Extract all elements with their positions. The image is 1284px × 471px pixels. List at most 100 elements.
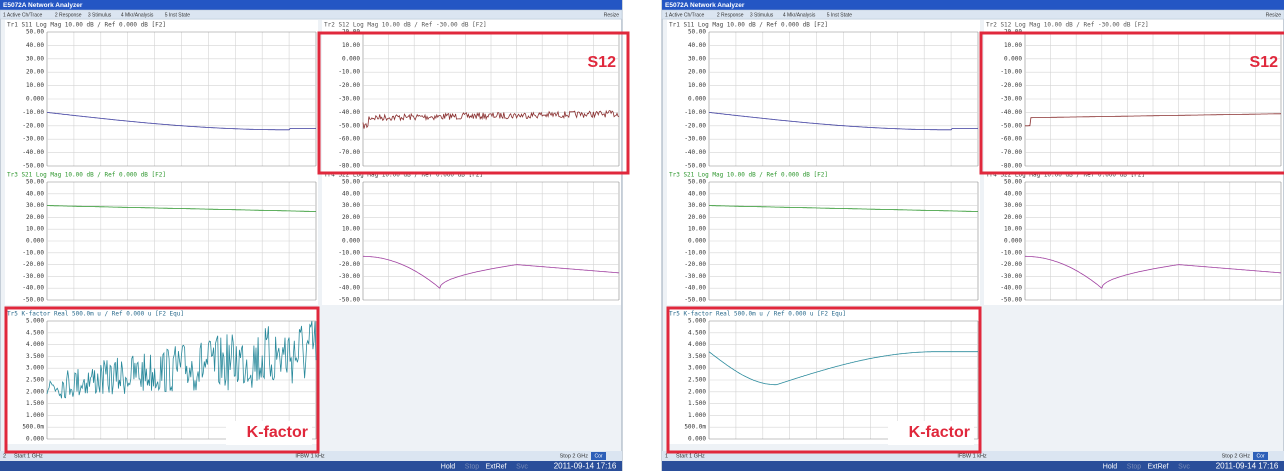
correction-badge: Cor: [594, 453, 602, 459]
trace-header: Tr5 K-factor Real 500.0m u / Ref 0.000 u…: [669, 311, 846, 318]
trace-header: Tr1 S11 Log Mag 10.00 dB / Ref 0.000 dB …: [7, 22, 166, 29]
window-title: E5072A Network Analyzer: [665, 2, 745, 9]
y-tick-label: -40.00: [1000, 109, 1022, 116]
y-tick-label: -50.00: [1000, 297, 1022, 304]
y-tick-label: 0.000: [26, 436, 44, 443]
y-tick-label: 0.000: [688, 238, 706, 245]
y-tick-label: 10.00: [342, 226, 360, 233]
menu-item[interactable]: 3 Stimulus: [750, 12, 774, 18]
y-tick-label: 40.00: [688, 190, 706, 197]
trace-header: Tr2 S12 Log Mag 10.00 dB / Ref -30.00 dB…: [986, 22, 1149, 29]
y-tick-label: 5.000: [688, 318, 706, 325]
y-tick-label: 2.500: [688, 377, 706, 384]
y-tick-label: -50.00: [1000, 122, 1022, 129]
stop-frequency: Stop 2 GHz: [560, 453, 589, 459]
y-tick-label: -20.00: [338, 261, 360, 268]
y-tick-label: 30.00: [26, 202, 44, 209]
y-tick-label: -80.00: [1000, 163, 1022, 170]
resize-button[interactable]: Resize: [604, 12, 620, 18]
y-tick-label: -40.00: [22, 149, 44, 156]
y-tick-label: -40.00: [338, 285, 360, 292]
stop-frequency: Stop 2 GHz: [1222, 453, 1251, 459]
y-tick-label: 0.000: [26, 238, 44, 245]
menu-item[interactable]: 5 Inst State: [165, 12, 191, 18]
y-tick-label: 50.00: [342, 179, 360, 186]
y-tick-label: -50.00: [684, 163, 706, 170]
footer-item: Svc: [1178, 463, 1190, 470]
y-tick-label: -20.00: [1000, 261, 1022, 268]
y-tick-label: 10.00: [1004, 226, 1022, 233]
y-tick-label: 10.00: [1004, 42, 1022, 49]
trace-panel: [322, 170, 621, 305]
menu-bar: [0, 9, 623, 20]
y-tick-label: -10.00: [338, 249, 360, 256]
y-tick-label: 40.00: [26, 190, 44, 197]
menu-item[interactable]: 1 Active Ch/Trace: [665, 12, 704, 18]
y-tick-label: -40.00: [1000, 285, 1022, 292]
y-tick-label: 4.500: [688, 329, 706, 336]
y-tick-label: -20.00: [22, 261, 44, 268]
analyzer-screen: E5072A Network Analyzer 1 Active Ch/Trace…: [0, 0, 630, 471]
y-tick-label: -50.00: [338, 122, 360, 129]
trace-header: Tr4 S22 Log Mag 10.00 dB / Ref 0.000 dB …: [324, 172, 483, 179]
y-tick-label: -50.00: [22, 297, 44, 304]
y-tick-label: -10.00: [1000, 69, 1022, 76]
trace: [1025, 255, 1282, 289]
menu-item[interactable]: 1 Active Ch/Trace: [3, 12, 42, 18]
y-tick-label: 3.500: [688, 353, 706, 360]
y-tick-label: 20.00: [688, 214, 706, 221]
y-tick-label: 40.00: [1004, 190, 1022, 197]
menu-item[interactable]: 4 Mkr/Analysis: [121, 12, 154, 18]
callout-label-bg: [226, 421, 312, 445]
y-tick-label: -20.00: [684, 122, 706, 129]
callout-box: [317, 31, 630, 175]
y-tick-label: -30.00: [684, 136, 706, 143]
resize-button[interactable]: Resize: [1266, 12, 1282, 18]
y-tick-label: -50.00: [684, 297, 706, 304]
y-tick-label: 30.00: [1004, 202, 1022, 209]
menu-item[interactable]: 3 Stimulus: [88, 12, 112, 18]
trace-header: Tr3 S21 Log Mag 10.00 dB / Ref 0.000 dB …: [7, 172, 166, 179]
status-bar: [662, 451, 1284, 461]
start-frequency: Start 1 GHz: [14, 453, 43, 459]
trace-header: Tr4 S22 Log Mag 10.00 dB / Ref 0.000 dB …: [986, 172, 1145, 179]
correction-badge-bg: [591, 452, 606, 460]
y-tick-label: -10.00: [684, 109, 706, 116]
y-tick-label: 40.00: [26, 42, 44, 49]
y-tick-label: 40.00: [688, 42, 706, 49]
y-tick-label: 40.00: [342, 190, 360, 197]
menu-bar: [661, 9, 1284, 20]
y-tick-label: 0.000: [1004, 55, 1022, 62]
callout-box: [666, 306, 982, 454]
footer-item: Svc: [516, 463, 528, 470]
menu-item[interactable]: 4 Mkr/Analysis: [783, 12, 816, 18]
menu-item[interactable]: 2 Response: [55, 12, 82, 18]
y-tick-label: -30.00: [338, 96, 360, 103]
y-tick-label: 0.000: [26, 96, 44, 103]
callout-label-bg: [888, 421, 974, 445]
y-tick-label: 1.500: [688, 400, 706, 407]
y-tick-label: -40.00: [22, 285, 44, 292]
y-tick-label: -30.00: [22, 136, 44, 143]
y-tick-label: 30.00: [688, 202, 706, 209]
y-tick-label: -20.00: [684, 261, 706, 268]
y-tick-label: 3.500: [26, 353, 44, 360]
correction-badge: Cor: [1256, 453, 1264, 459]
trace: [47, 205, 316, 212]
y-tick-label: -40.00: [338, 109, 360, 116]
y-tick-label: -20.00: [22, 122, 44, 129]
y-tick-label: 30.00: [342, 202, 360, 209]
y-tick-label: 4.000: [26, 341, 44, 348]
menu-item[interactable]: 2 Response: [717, 12, 744, 18]
y-tick-label: 10.00: [26, 226, 44, 233]
callout-box: [979, 31, 1284, 175]
footer-item: Hold: [1103, 463, 1118, 470]
y-tick-label: -60.00: [1000, 136, 1022, 143]
y-tick-label: -50.00: [22, 163, 44, 170]
menu-item[interactable]: 5 Inst State: [827, 12, 853, 18]
y-tick-label: 1.000: [688, 412, 706, 419]
ifbw: IFBW 1 kHz: [957, 453, 987, 459]
trace-panel: [984, 20, 1283, 171]
trace: [708, 112, 978, 131]
